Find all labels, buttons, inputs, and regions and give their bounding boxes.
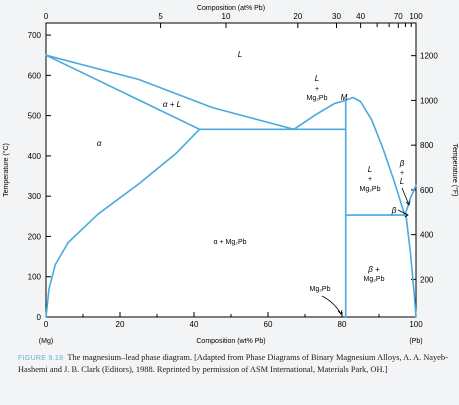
- region-beta-Mg2Pb: β + Mg₂Pb: [363, 265, 384, 283]
- left-tick-label: 400: [28, 152, 42, 161]
- bottom-tick-label: 20: [116, 320, 125, 329]
- left-tick-label: 0: [37, 313, 42, 322]
- region-M-point: M: [341, 93, 348, 102]
- svg-text:L: L: [368, 165, 372, 174]
- right-axis-title: Temperature (°F): [451, 144, 459, 197]
- top-tick-label: 0: [44, 12, 49, 21]
- arrow-beta-L: [401, 187, 410, 206]
- svg-text:L: L: [315, 74, 319, 83]
- right-tick-label: 600: [420, 186, 434, 195]
- left-tick-label: 100: [28, 273, 42, 282]
- region-beta-L: β + L: [399, 159, 405, 186]
- region-beta: β: [391, 206, 397, 215]
- svg-text:β: β: [399, 159, 405, 168]
- left-tick-label: 300: [28, 192, 42, 201]
- curve-Mg2Pb-liquidus-right: [344, 96, 406, 217]
- arrow-beta-head: [403, 212, 409, 218]
- figure-caption-text: The magnesium–lead phase diagram. [Adapt…: [18, 353, 448, 374]
- svg-text:Mg₂Pb: Mg₂Pb: [306, 95, 327, 102]
- bottom-tick-label: 0: [44, 320, 49, 329]
- region-alpha-Mg2Pb: α + Mg₂Pb: [213, 239, 246, 246]
- arrow-beta-L-head: [405, 200, 411, 206]
- region-L: L: [238, 50, 242, 59]
- svg-text:Mg₂Pb: Mg₂Pb: [363, 276, 384, 283]
- region-L-Mg2Pb-right: L + Mg₂Pb: [359, 165, 380, 193]
- left-tick-label: 200: [28, 232, 42, 241]
- left-tick-label: 600: [28, 71, 42, 80]
- svg-text:L: L: [400, 177, 404, 186]
- top-axis-ticks: 0 5 10 20 30 40 70 100: [44, 12, 423, 28]
- curve-alpha-solidus: [45, 54, 201, 131]
- top-tick-label: 20: [293, 12, 302, 21]
- left-tick-label: 700: [28, 31, 42, 40]
- right-tick-label: 400: [420, 231, 434, 240]
- svg-text:+: +: [400, 170, 404, 177]
- arrow-Mg2Pb: [321, 295, 342, 315]
- curve-beta-solvus: [405, 214, 417, 318]
- right-tick-label: 1000: [420, 96, 438, 105]
- figure-label: FIGURE 9.18: [18, 355, 64, 362]
- svg-text:β +: β +: [367, 265, 380, 274]
- left-tick-label: 500: [28, 112, 42, 121]
- top-tick-label: 10: [222, 12, 231, 21]
- figure-caption: FIGURE 9.18 The magnesium–lead phase diag…: [18, 353, 448, 375]
- bottom-tick-label: 80: [338, 320, 347, 329]
- mg-pb-phase-diagram: 0 100 200 300 400 500 600 700 0 20 40 60 80 100 0 5 10…: [2, 5, 459, 345]
- curve-Mg2Pb-liquidus-left: [293, 99, 347, 131]
- phase-boundaries: [45, 54, 417, 318]
- left-axis-title: Temperature (°C): [2, 143, 10, 197]
- right-tick-label: 1200: [420, 52, 438, 61]
- top-axis-title: Composition (at% Pb): [197, 5, 265, 12]
- bottom-left-end-label: (Mg): [39, 338, 53, 345]
- top-tick-label: 5: [158, 12, 163, 21]
- arrow-Mg2Pb-head: [337, 309, 343, 315]
- right-tick-label: 800: [420, 141, 434, 150]
- region-alpha: α: [97, 139, 102, 148]
- bottom-axis-title: Composition (wt% Pb): [196, 338, 265, 345]
- region-L-Mg2Pb-left: L + Mg₂Pb: [306, 74, 327, 102]
- right-tick-label: 200: [420, 275, 434, 284]
- top-tick-label: 40: [356, 12, 365, 21]
- left-axis-ticks: 0 100 200 300 400 500 600 700: [28, 31, 51, 322]
- leader-arrows: [321, 187, 411, 315]
- curve-Pb-liquidus: [404, 184, 417, 217]
- svg-text:+: +: [368, 176, 372, 183]
- bottom-tick-label: 60: [264, 320, 273, 329]
- bottom-tick-label: 40: [190, 320, 199, 329]
- top-tick-label: 70: [394, 12, 403, 21]
- top-tick-label: 100: [409, 12, 423, 21]
- plot-frame: [45, 22, 417, 318]
- svg-text:Mg₂Pb: Mg₂Pb: [359, 186, 380, 193]
- curve-alpha-liquidus: [45, 54, 295, 131]
- svg-text:+: +: [315, 86, 319, 93]
- bottom-tick-label: 100: [409, 320, 423, 329]
- compound-Mg2Pb-label: Mg₂Pb: [309, 286, 330, 293]
- curve-alpha-solvus: [45, 128, 201, 318]
- bottom-right-end-label: (Pb): [409, 338, 422, 345]
- region-alpha-L: α + L: [163, 100, 181, 109]
- top-tick-label: 30: [332, 12, 341, 21]
